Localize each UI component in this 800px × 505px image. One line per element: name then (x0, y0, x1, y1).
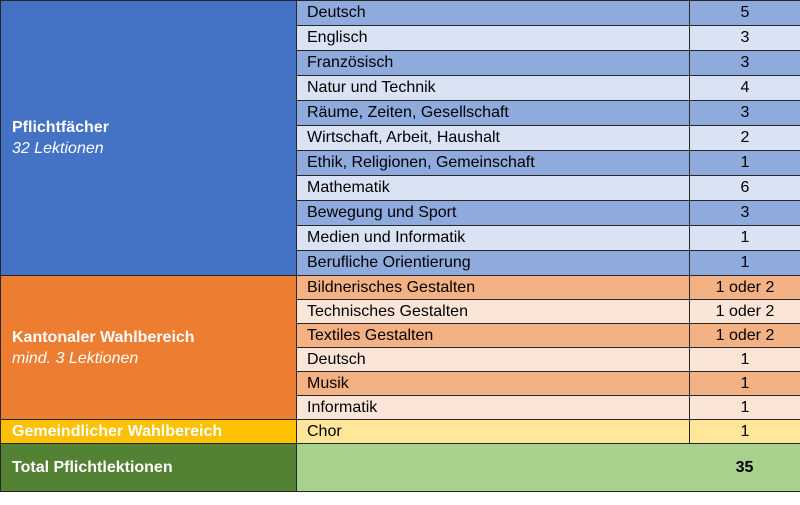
subject-cell: Berufliche Orientierung (296, 250, 690, 276)
category-pflichtfaecher: Pflichtfächer 32 Lektionen (0, 0, 297, 276)
category-title: Kantonaler Wahlbereich (12, 328, 195, 346)
category-kantonaler-wahlbereich: Kantonaler Wahlbereich mind. 3 Lektionen (0, 275, 297, 420)
subject-cell: Französisch (296, 50, 690, 76)
lessons-cell: 1 oder 2 (689, 323, 800, 348)
lessons-cell: 1 (689, 419, 800, 444)
lessons-cell: 3 (689, 200, 800, 226)
lessons-cell: 2 (689, 125, 800, 151)
subject-cell: Deutsch (296, 0, 690, 26)
subject-cell: Deutsch (296, 347, 690, 372)
table-row: Ethik, Religionen, Gemeinschaft 1 (1, 150, 800, 176)
lessons-cell: 1 (689, 395, 800, 420)
total-label: Total Pflichtlektionen (0, 443, 297, 492)
subject-cell: Musik (296, 371, 690, 396)
table-row: Musik 1 (1, 371, 800, 396)
subject-cell: Technisches Gestalten (296, 299, 690, 324)
table-row: Natur und Technik 4 (1, 75, 800, 101)
table-row: Bewegung und Sport 3 (1, 200, 800, 226)
subject-cell: Natur und Technik (296, 75, 690, 101)
table-row: Pflichtfächer 32 Lektionen Deutsch 5 (0, 0, 800, 276)
lessons-cell: 5 (689, 0, 800, 26)
table-row: Deutsch 1 (1, 347, 800, 372)
total-row: Total Pflichtlektionen 35 (0, 443, 800, 492)
lessons-cell: 1 (689, 347, 800, 372)
subject-cell: Ethik, Religionen, Gemeinschaft (296, 150, 690, 176)
table-row: Technisches Gestalten 1 oder 2 (1, 299, 800, 324)
lessons-cell: 3 (689, 100, 800, 126)
lessons-cell: 1 oder 2 (689, 275, 800, 300)
table-row: Mathematik 6 (1, 175, 800, 201)
lessons-cell: 1 (689, 250, 800, 276)
table-row: Medien und Informatik 1 (1, 225, 800, 251)
lessons-cell: 1 oder 2 (689, 299, 800, 324)
table-row: Wirtschaft, Arbeit, Haushalt 2 (1, 125, 800, 151)
table-row: Gemeindlicher Wahlbereich Chor 1 (0, 419, 800, 444)
subject-cell: Englisch (296, 25, 690, 51)
category-subtitle: 32 Lektionen (12, 140, 104, 157)
lessons-cell: 3 (689, 50, 800, 76)
subject-cell: Wirtschaft, Arbeit, Haushalt (296, 125, 690, 151)
total-value-cell: 35 (296, 443, 800, 492)
category-gemeindlicher-wahlbereich: Gemeindlicher Wahlbereich (0, 419, 297, 444)
table-row: Berufliche Orientierung 1 (1, 250, 800, 276)
subject-cell: Bewegung und Sport (296, 200, 690, 226)
subject-cell: Medien und Informatik (296, 225, 690, 251)
category-title: Pflichtfächer (12, 119, 109, 136)
table-row: Räume, Zeiten, Gesellschaft 3 (1, 100, 800, 126)
subject-cell: Räume, Zeiten, Gesellschaft (296, 100, 690, 126)
table-row: Informatik 1 (1, 395, 800, 420)
category-subtitle: mind. 3 Lektionen (12, 349, 139, 367)
subject-cell: Chor (296, 419, 690, 444)
lektionentafel-table: Pflichtfächer 32 Lektionen Deutsch 5 Eng… (0, 0, 800, 492)
subject-cell: Informatik (296, 395, 690, 420)
table-row: Kantonaler Wahlbereich mind. 3 Lektionen… (0, 275, 800, 420)
lessons-cell: 1 (689, 225, 800, 251)
total-value: 35 (735, 458, 754, 476)
lessons-cell: 6 (689, 175, 800, 201)
lessons-cell: 1 (689, 371, 800, 396)
subject-cell: Mathematik (296, 175, 690, 201)
lessons-cell: 4 (689, 75, 800, 101)
table-row: Englisch 3 (1, 25, 800, 51)
lessons-cell: 3 (689, 25, 800, 51)
subject-cell: Bildnerisches Gestalten (296, 275, 690, 300)
lessons-cell: 1 (689, 150, 800, 176)
table-row: Französisch 3 (1, 50, 800, 76)
subject-cell: Textiles Gestalten (296, 323, 690, 348)
